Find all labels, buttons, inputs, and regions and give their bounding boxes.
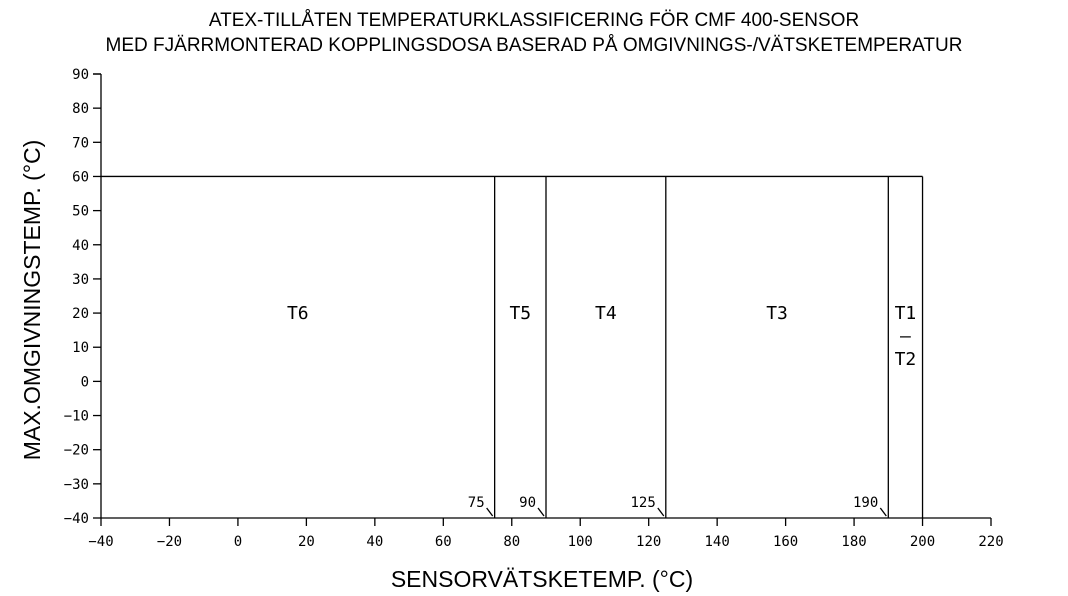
zone-label: T3 [766, 303, 788, 324]
x-tick-label: 100 [568, 534, 593, 550]
boundary-leader [657, 507, 665, 517]
zone-label: T5 [509, 303, 531, 324]
y-tick-label: 30 [72, 272, 89, 288]
y-tick-label: 80 [72, 101, 89, 117]
boundary-label: 125 [631, 495, 656, 511]
y-tick-label: 70 [72, 135, 89, 151]
y-tick-label: −10 [64, 409, 89, 425]
x-tick-label: −40 [88, 534, 113, 550]
zone-label: T1 [895, 303, 917, 324]
y-tick-label: 0 [81, 374, 89, 390]
zone-label: T4 [595, 303, 617, 324]
x-tick-label: 80 [503, 534, 520, 550]
x-tick-label: 20 [298, 534, 315, 550]
y-tick-label: −30 [64, 477, 89, 493]
x-tick-label: 200 [910, 534, 935, 550]
boundary-label: 190 [853, 495, 878, 511]
x-tick-label: 0 [234, 534, 242, 550]
y-tick-label: 50 [72, 204, 89, 220]
y-tick-label: 20 [72, 306, 89, 322]
boundary-label: 90 [519, 495, 536, 511]
y-axis-label: MAX.OMGIVNINGSTEMP. (°C) [19, 140, 45, 461]
x-tick-label: −20 [157, 534, 182, 550]
y-tick-label: −40 [64, 511, 89, 527]
chart-title-line-1: ATEX-TILLÅTEN TEMPERATURKLASSIFICERING F… [209, 10, 859, 31]
y-tick-label: 60 [72, 169, 89, 185]
x-tick-label: 220 [978, 534, 1003, 550]
x-tick-label: 140 [705, 534, 730, 550]
x-tick-label: 40 [366, 534, 383, 550]
zone-label: – [900, 326, 911, 347]
boundary-leader [879, 507, 887, 517]
zone-label: T6 [287, 303, 309, 324]
boundary-leader [537, 507, 545, 517]
x-tick-label: 160 [773, 534, 798, 550]
zone-label: T2 [895, 349, 917, 370]
y-tick-label: −20 [64, 443, 89, 459]
y-tick-label: 10 [72, 340, 89, 356]
boundary-label: 75 [468, 495, 485, 511]
chart-title-line-2: MED FJÄRRMONTERAD KOPPLINGSDOSA BASERAD … [106, 35, 963, 56]
x-tick-label: 120 [636, 534, 661, 550]
x-tick-label: 180 [841, 534, 866, 550]
y-tick-label: 40 [72, 238, 89, 254]
x-tick-label: 60 [435, 534, 452, 550]
boundary-leader [486, 507, 494, 517]
y-tick-label: 90 [72, 67, 89, 83]
x-axis-label: SENSORVÄTSKETEMP. (°C) [391, 566, 693, 592]
